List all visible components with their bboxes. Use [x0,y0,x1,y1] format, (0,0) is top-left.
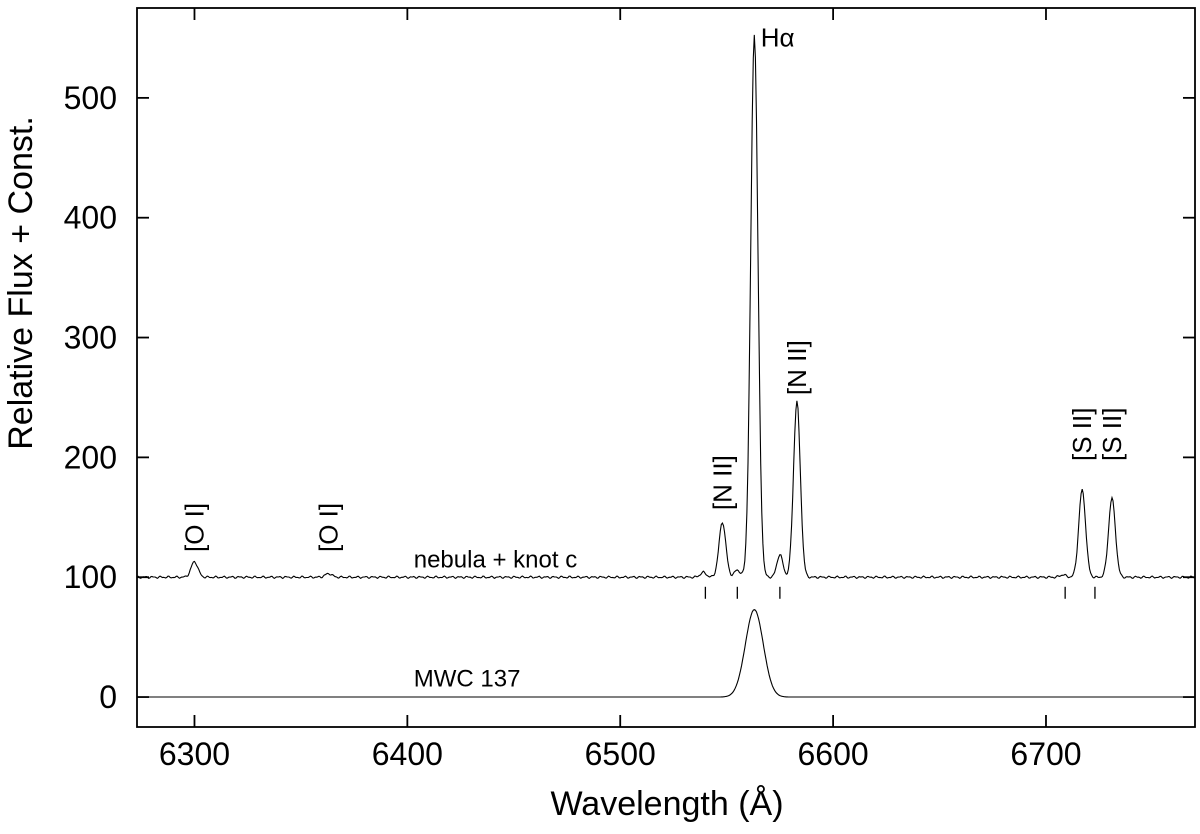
text-labels: nebula + knot c MWC 137 Hα [O I] [O I] [N II]… [180,22,1128,692]
y-tick-label: 300 [64,320,117,356]
x-tick-label: 6700 [1010,736,1081,772]
spectra-layer [136,34,1196,698]
x-axis-label: Wavelength (Å) [550,785,783,823]
axis-ticks: 6300 6400 6500 6600 6700 0 100 200 300 400 500 [64,8,1195,772]
emission-line-label: [O I] [314,503,344,552]
y-tick-label: 100 [64,559,117,595]
x-tick-label: 6600 [798,736,869,772]
spectrum-label: MWC 137 [414,665,521,692]
emission-line-label: [N II] [707,455,737,510]
series-line [136,34,1196,580]
emission-line-label: Hα [761,22,795,52]
emission-line-label: [S II] [1067,408,1097,461]
y-tick-label: 400 [64,200,117,236]
x-tick-label: 6300 [159,736,230,772]
x-tick-label: 6500 [585,736,656,772]
emission-line-label: [O I] [180,503,210,552]
emission-line-label: [S II] [1097,408,1127,461]
plot-border [136,7,1196,728]
y-tick-label: 500 [64,80,117,116]
line-markers [704,586,1096,599]
y-tick-label: 0 [99,679,117,715]
plot-frame [136,7,1196,728]
emission-line-label: [N II] [782,340,812,395]
y-axis-label: Relative Flux + Const. [2,116,40,450]
y-tick-label: 200 [64,439,117,475]
spectrum-label: nebula + knot c [414,547,577,574]
x-tick-label: 6400 [372,736,443,772]
series-line [137,608,1195,698]
